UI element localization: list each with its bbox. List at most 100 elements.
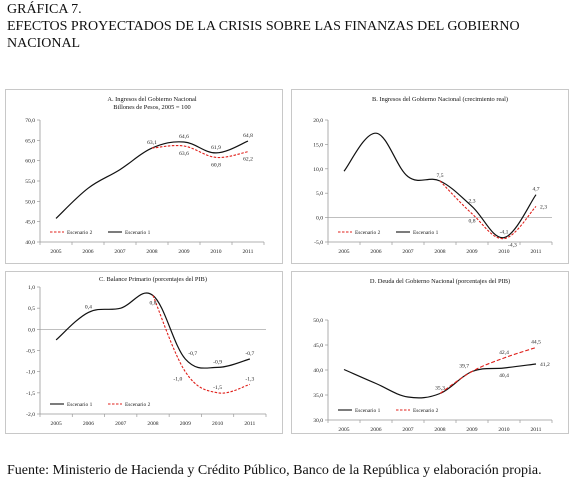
y-tick-label: 35,0: [313, 393, 323, 399]
y-tick-label: 50,0: [313, 318, 323, 324]
legend-label: Escenario 1: [125, 230, 151, 236]
data-label: -0,7: [188, 351, 197, 357]
x-tick-label: 2007: [114, 249, 125, 255]
data-label: 7,5: [437, 173, 444, 179]
data-label: 44,5: [531, 340, 541, 346]
figure-heading: GRÁFICA 7. EFECTOS PROYECTADOS DE LA CRI…: [7, 1, 567, 52]
x-tick-label: 2005: [50, 249, 61, 255]
x-tick-label: 2006: [83, 421, 94, 427]
data-label: 0,4: [85, 304, 92, 310]
data-label: 41,2: [540, 362, 550, 368]
x-tick-label: 2009: [178, 249, 189, 255]
y-tick-label: -5,0: [314, 240, 323, 246]
x-tick-label: 2010: [498, 249, 509, 255]
legend-label: Escenario 1: [413, 230, 439, 236]
x-tick-label: 2008: [147, 421, 158, 427]
legend-label: Escenario 2: [355, 230, 381, 236]
series-line-escenario-2: [151, 145, 249, 159]
y-tick-label: 40,0: [25, 240, 35, 246]
y-tick-label: 15,0: [313, 142, 323, 148]
y-tick-label: -1,5: [26, 391, 35, 397]
y-tick-label: 30,0: [313, 418, 323, 424]
y-tick-label: 45,0: [313, 343, 323, 349]
x-tick-label: 2011: [531, 427, 542, 433]
chart-b-svg: B. Ingresos del Gobierno Nacional (creci…: [313, 96, 553, 255]
x-tick-label: 2011: [531, 249, 542, 255]
series-line-escenario-2: [152, 295, 251, 394]
data-label: 4,7: [533, 187, 540, 193]
chart-title: D. Deuda del Gobierno Nacional (porcenta…: [370, 278, 510, 285]
series-line-escenario-1: [55, 140, 249, 219]
legend-label: Escenario 2: [125, 402, 151, 408]
figure-title: EFECTOS PROYECTADOS DE LA CRISIS SOBRE L…: [7, 19, 520, 51]
x-tick-label: 2008: [434, 249, 445, 255]
legend-label: Escenario 2: [413, 408, 439, 414]
data-label: 35,3: [435, 386, 445, 392]
series-line-escenario-2: [439, 180, 537, 240]
legend-label: Escenario 2: [67, 230, 93, 236]
data-label: 2,3: [540, 204, 547, 210]
y-tick-label: 20,0: [313, 118, 323, 124]
y-tick-label: 0,0: [316, 216, 323, 222]
x-tick-label: 2005: [338, 427, 349, 433]
x-tick-label: 2006: [82, 249, 93, 255]
chart-d-svg: D. Deuda del Gobierno Nacional (porcenta…: [313, 278, 553, 433]
chart-a-svg: A. Ingresos del Gobierno NacionalBillone…: [25, 96, 265, 255]
data-label: -4,3: [508, 243, 517, 249]
chart-panel-b: B. Ingresos del Gobierno Nacional (creci…: [291, 89, 569, 264]
data-label: 40,4: [499, 373, 509, 379]
data-label: 62,2: [243, 157, 253, 163]
x-tick-label: 2009: [466, 427, 477, 433]
legend-label: Escenario 1: [67, 402, 93, 408]
y-tick-label: 0,5: [28, 306, 35, 312]
x-tick-label: 2007: [402, 427, 413, 433]
y-tick-label: -0,5: [26, 349, 35, 355]
y-tick-label: -1,0: [26, 370, 35, 376]
y-tick-label: 55,0: [25, 179, 35, 185]
x-tick-label: 2011: [243, 249, 254, 255]
x-tick-label: 2010: [212, 421, 223, 427]
data-label: -0,9: [213, 359, 222, 365]
legend-label: Escenario 1: [355, 408, 381, 414]
series-line-escenario-1: [343, 363, 537, 399]
data-label: 0,8: [469, 219, 476, 225]
y-tick-label: 70,0: [25, 118, 35, 124]
x-tick-label: 2010: [210, 249, 221, 255]
series-line-escenario-2: [439, 346, 537, 394]
data-label: -1,0: [173, 377, 182, 383]
chart-panel-d: D. Deuda del Gobierno Nacional (porcenta…: [291, 271, 569, 434]
x-tick-label: 2009: [180, 421, 191, 427]
data-label: 63,1: [147, 140, 157, 146]
chart-title: C. Balance Primario (porcentajes del PIB…: [99, 276, 207, 283]
source-note: Fuente: Ministerio de Hacienda y Crédito…: [7, 463, 542, 478]
y-tick-label: 65,0: [25, 138, 35, 144]
y-tick-label: 1,0: [28, 285, 35, 291]
x-tick-label: 2010: [498, 427, 509, 433]
y-tick-label: 50,0: [25, 199, 35, 205]
data-label: 64,8: [243, 133, 253, 139]
y-tick-label: 45,0: [25, 220, 35, 226]
data-label: 63,6: [179, 151, 189, 157]
x-tick-label: 2005: [338, 249, 349, 255]
data-label: 2,3: [469, 198, 476, 204]
y-tick-label: 60,0: [25, 159, 35, 165]
data-label: 42,4: [499, 350, 509, 356]
y-tick-label: 5,0: [316, 191, 323, 197]
data-label: 61,9: [211, 145, 221, 151]
x-tick-label: 2011: [244, 421, 255, 427]
y-tick-label: 10,0: [313, 167, 323, 173]
x-tick-label: 2008: [146, 249, 157, 255]
data-label: -4,1: [500, 230, 509, 236]
x-tick-label: 2006: [370, 427, 381, 433]
chart-panel-a: A. Ingresos del Gobierno Nacional Billone…: [5, 89, 283, 264]
figure-label: GRÁFICA 7.: [7, 2, 82, 17]
x-tick-label: 2005: [51, 421, 62, 427]
y-tick-label: 0,0: [28, 327, 35, 333]
data-label: -1,3: [245, 376, 254, 382]
series-line-escenario-1: [343, 132, 537, 239]
x-tick-label: 2007: [115, 421, 126, 427]
y-tick-label: -2,0: [26, 412, 35, 418]
chart-title: B. Ingresos del Gobierno Nacional (creci…: [372, 96, 508, 103]
chart-title: A. Ingresos del Gobierno Nacional: [107, 96, 196, 103]
y-tick-label: 40,0: [313, 368, 323, 374]
